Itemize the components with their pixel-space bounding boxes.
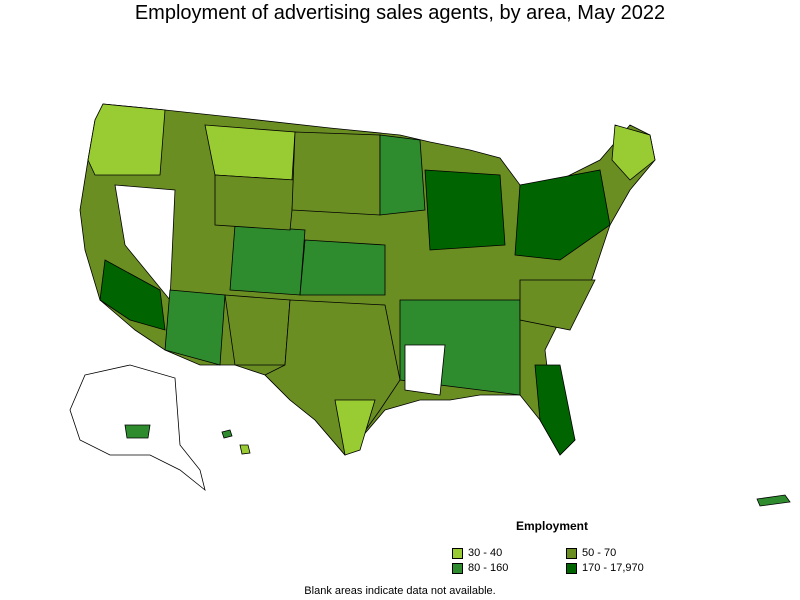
legend-item: 170 - 17,970 bbox=[566, 562, 644, 574]
region-dakotas bbox=[291, 131, 381, 216]
region-louisiana-mississippi bbox=[404, 344, 446, 396]
region-pacific-nw bbox=[87, 103, 166, 176]
region-maine bbox=[611, 124, 656, 181]
legend-swatch bbox=[452, 562, 463, 574]
hawaii-oahu bbox=[221, 429, 233, 439]
legend-item: 50 - 70 bbox=[566, 547, 616, 559]
region-wyoming bbox=[214, 174, 296, 231]
region-kansas bbox=[299, 239, 386, 296]
puerto-rico-shape bbox=[756, 494, 791, 507]
region-arizona bbox=[164, 289, 226, 366]
legend-label: 170 - 17,970 bbox=[582, 562, 644, 574]
region-montana bbox=[204, 124, 296, 181]
alaska-anchorage bbox=[124, 424, 151, 439]
region-new-mexico bbox=[224, 294, 291, 366]
legend-label: 50 - 70 bbox=[582, 547, 617, 559]
legend-title: Employment bbox=[516, 519, 589, 533]
legend-item: 30 - 40 bbox=[452, 547, 502, 559]
region-carolinas bbox=[519, 279, 596, 331]
legend-item: 80 - 160 bbox=[452, 562, 508, 574]
region-texas-gulf bbox=[334, 399, 376, 456]
map-title: Employment of advertising sales agents, … bbox=[134, 2, 666, 24]
region-colorado bbox=[229, 224, 306, 296]
region-california-south bbox=[99, 259, 166, 331]
region-northeast bbox=[514, 169, 611, 261]
hawaii-big-island bbox=[239, 444, 251, 455]
footnote: Blank areas indicate data not available. bbox=[304, 585, 496, 597]
legend-swatch bbox=[566, 562, 577, 574]
legend-swatch bbox=[452, 547, 463, 559]
region-florida bbox=[534, 364, 576, 456]
legend-label: 80 - 160 bbox=[468, 562, 509, 574]
legend-swatch bbox=[566, 547, 577, 559]
region-midwest bbox=[424, 169, 506, 251]
legend-label: 30 - 40 bbox=[468, 547, 503, 559]
region-minnesota bbox=[379, 134, 426, 216]
